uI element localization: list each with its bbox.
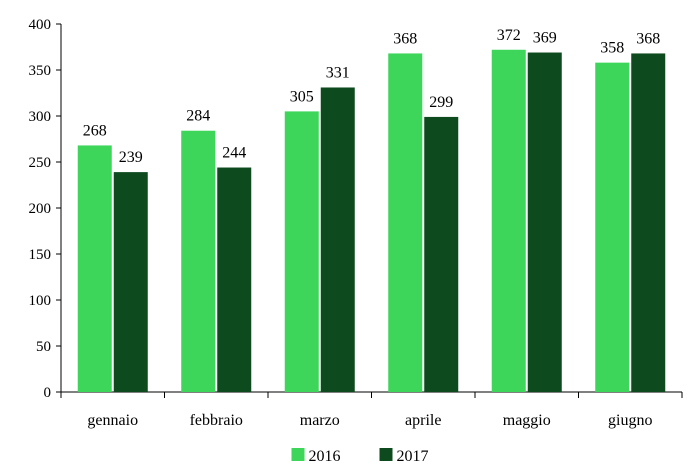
- data-label-2016-gennaio: 268: [83, 122, 107, 139]
- bar-2017-giugno: [631, 53, 666, 392]
- x-tick-label: maggio: [503, 412, 551, 429]
- bar-2017-gennaio: [113, 172, 148, 392]
- y-tick-label: 250: [29, 155, 52, 171]
- bar-2016-febbraio: [181, 130, 216, 392]
- data-label-2017-aprile: 299: [429, 94, 453, 111]
- legend-label-2016: 2016: [309, 448, 341, 465]
- data-label-2017-marzo: 331: [326, 64, 350, 81]
- y-tick-label: 200: [29, 201, 52, 217]
- y-tick-label: 150: [29, 247, 52, 263]
- x-tick-label: giugno: [608, 412, 652, 429]
- y-tick-label: 50: [36, 339, 51, 355]
- bar-2017-febbraio: [217, 167, 252, 392]
- x-tick-label: aprile: [405, 412, 441, 429]
- x-tick-label: marzo: [300, 412, 340, 429]
- bar-2016-aprile: [388, 53, 423, 392]
- x-tick-label: gennaio: [87, 412, 138, 429]
- bar-2016-marzo: [284, 111, 319, 393]
- y-tick-label: 400: [29, 17, 52, 33]
- data-label-2016-marzo: 305: [290, 88, 314, 105]
- bar-2016-giugno: [595, 62, 630, 392]
- x-tick-label: febbraio: [190, 412, 243, 429]
- data-label-2017-gennaio: 239: [119, 149, 143, 166]
- bar-2017-maggio: [527, 52, 562, 393]
- y-tick-label: 0: [44, 385, 52, 401]
- data-label-2016-febbraio: 284: [186, 108, 210, 125]
- bar-2016-maggio: [491, 49, 526, 392]
- y-tick-label: 350: [29, 63, 52, 79]
- data-label-2017-maggio: 369: [533, 30, 557, 47]
- data-label-2016-giugno: 358: [600, 40, 624, 57]
- y-tick-label: 100: [29, 293, 52, 309]
- bar-2017-aprile: [424, 116, 459, 393]
- legend-swatch-2016: [291, 448, 305, 461]
- y-tick-label: 300: [29, 109, 52, 125]
- bar-2016-gennaio: [77, 145, 112, 392]
- legend-swatch-2017: [379, 448, 393, 461]
- data-label-2017-giugno: 368: [636, 30, 660, 47]
- legend-label-2017: 2017: [397, 448, 429, 465]
- data-label-2017-febbraio: 244: [222, 145, 246, 162]
- data-label-2016-maggio: 372: [497, 27, 521, 44]
- bar-2017-marzo: [320, 87, 355, 392]
- data-label-2016-aprile: 368: [393, 30, 417, 47]
